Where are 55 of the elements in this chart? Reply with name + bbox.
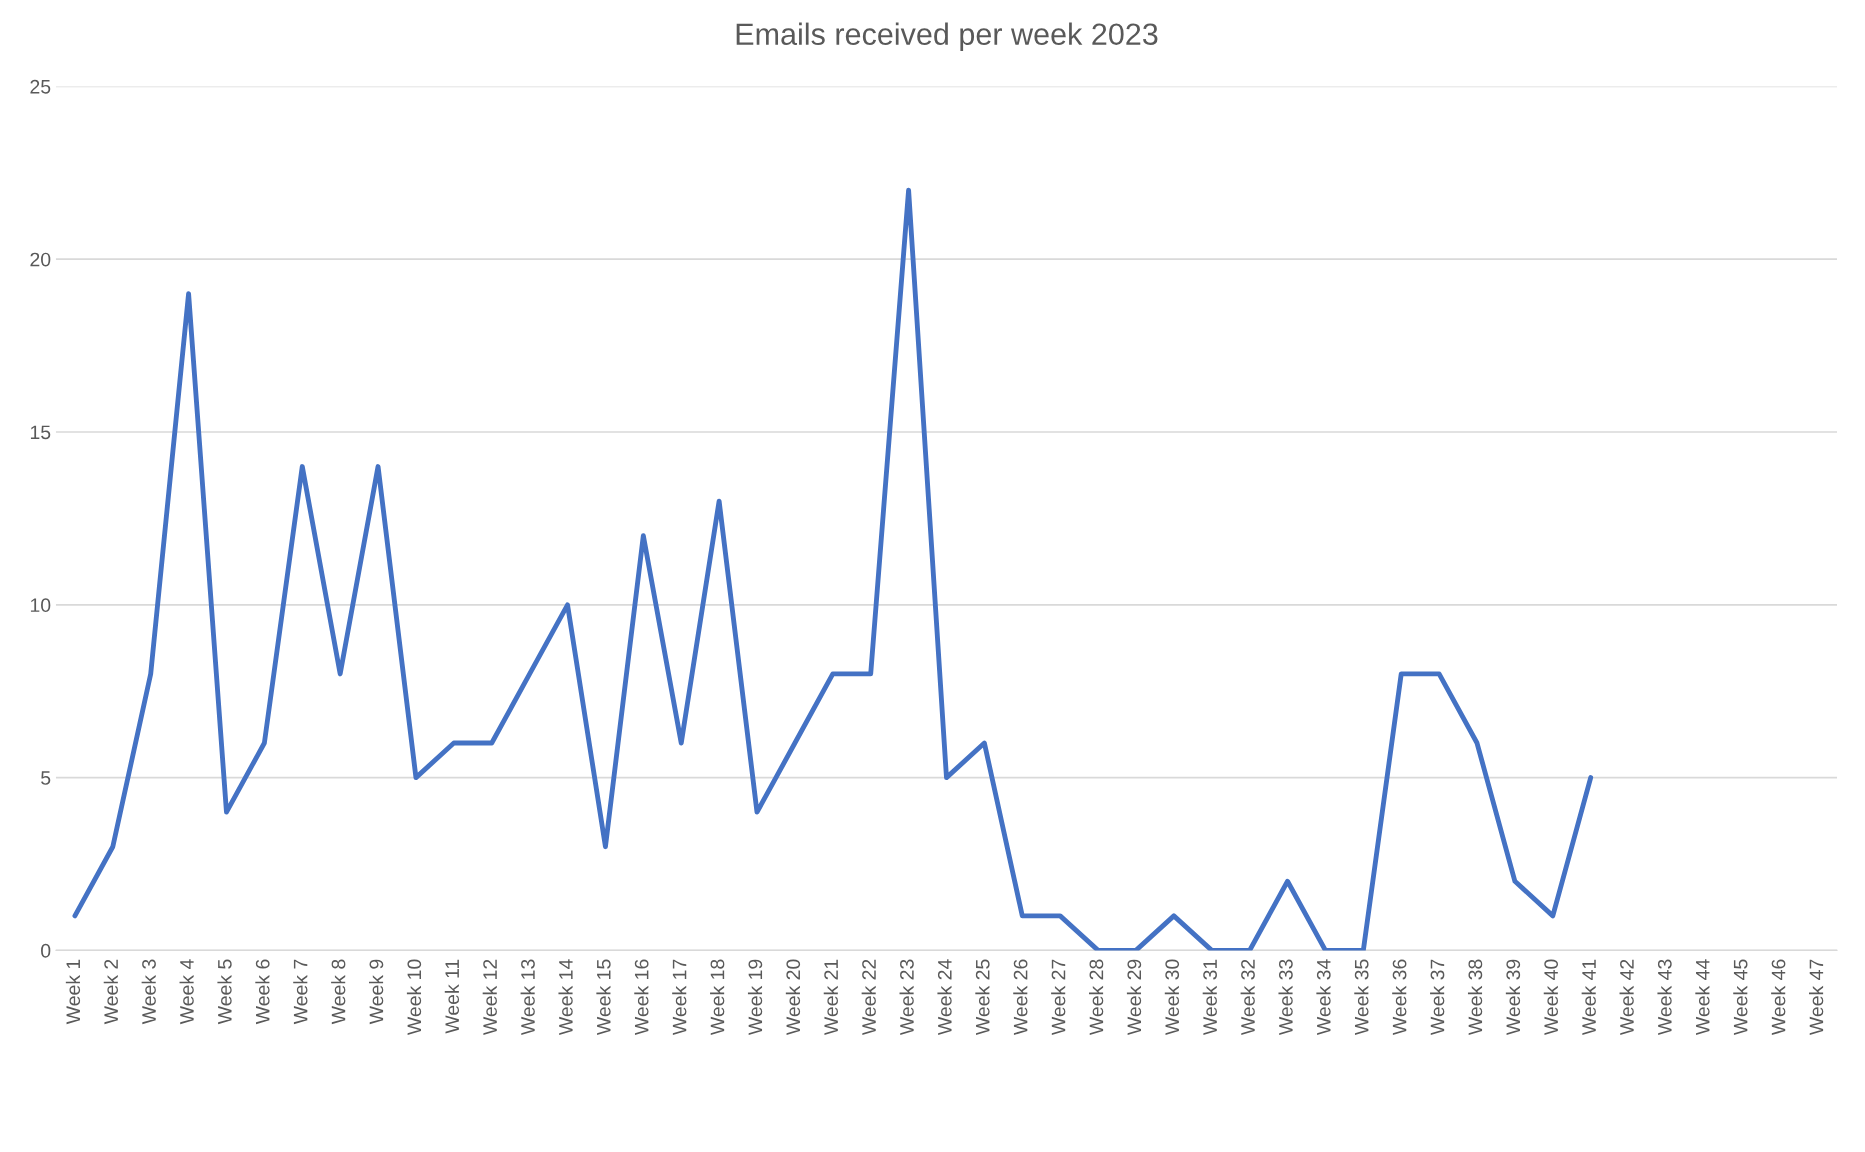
x-tick-label: Week 36 bbox=[1392, 959, 1407, 1036]
x-tick-label: Week 12 bbox=[482, 959, 497, 1036]
x-tick-label: Week 7 bbox=[293, 959, 308, 1025]
x-tick-label: Week 2 bbox=[103, 959, 119, 1025]
x-tick-label: Week 27 bbox=[1051, 959, 1066, 1036]
x-tick-label: Week 4 bbox=[179, 959, 194, 1025]
x-tick-label: Week 25 bbox=[975, 959, 990, 1036]
x-tick-label: Week 38 bbox=[1467, 959, 1483, 1036]
x-tick-label: Week 46 bbox=[1771, 959, 1786, 1036]
x-tick-label: Week 19 bbox=[747, 959, 763, 1036]
x-tick-label: Week 22 bbox=[861, 959, 876, 1036]
x-tick-label: Week 42 bbox=[1619, 959, 1634, 1036]
x-tick-label: Week 39 bbox=[1505, 959, 1521, 1036]
x-tick-label: Week 40 bbox=[1543, 959, 1559, 1036]
x-tick-label: Week 20 bbox=[785, 959, 801, 1036]
chart-title: Emails received per week 2023 bbox=[736, 22, 1158, 52]
x-tick-label: Week 16 bbox=[634, 959, 649, 1036]
x-tick-label: Week 37 bbox=[1430, 959, 1445, 1036]
x-tick-label: Week 10 bbox=[406, 959, 422, 1036]
x-tick-label: Week 44 bbox=[1695, 959, 1710, 1036]
x-tick-label: Week 33 bbox=[1278, 959, 1293, 1036]
y-tick-label: 10 bbox=[30, 598, 51, 613]
x-tick-label: Week 5 bbox=[217, 959, 232, 1025]
x-tick-label: Week 28 bbox=[1089, 959, 1104, 1036]
x-tick-label: Week 17 bbox=[672, 959, 687, 1036]
line-series bbox=[72, 187, 1594, 951]
x-tick-label: Week 1 bbox=[65, 959, 81, 1025]
x-tick-label: Week 21 bbox=[823, 959, 839, 1036]
x-tick-label: Week 9 bbox=[369, 959, 384, 1025]
x-tick-label: Week 29 bbox=[1126, 959, 1142, 1036]
x-tick-label: Week 26 bbox=[1013, 959, 1028, 1036]
x-tick-label: Week 32 bbox=[1240, 959, 1255, 1036]
x-tick-label: Week 31 bbox=[1202, 959, 1217, 1036]
x-tick-label: Week 15 bbox=[596, 959, 611, 1036]
x-tick-label: Week 18 bbox=[710, 959, 725, 1036]
y-tick-label: 20 bbox=[30, 252, 51, 267]
x-tick-label: Week 23 bbox=[899, 959, 914, 1036]
x-tick-label: Week 13 bbox=[520, 959, 535, 1036]
x-tick-label: Week 35 bbox=[1354, 959, 1369, 1036]
x-tick-label: Week 11 bbox=[444, 959, 460, 1034]
y-tick-label: 15 bbox=[30, 425, 51, 440]
x-tick-label: Week 45 bbox=[1733, 959, 1748, 1036]
x-tick-label: Week 14 bbox=[558, 959, 573, 1036]
x-tick-label: Week 3 bbox=[141, 959, 156, 1025]
x-tick-label: Week 6 bbox=[255, 959, 270, 1025]
y-tick-label: 5 bbox=[41, 771, 51, 785]
x-tick-label: Week 47 bbox=[1809, 959, 1824, 1036]
y-tick-label: 25 bbox=[30, 79, 51, 94]
x-tick-label: Week 8 bbox=[331, 959, 346, 1025]
x-tick-label: Week 43 bbox=[1657, 959, 1672, 1036]
y-tick-label: 0 bbox=[41, 943, 51, 958]
x-tick-label: Week 30 bbox=[1164, 959, 1180, 1036]
x-tick-label: Week 41 bbox=[1581, 959, 1596, 1036]
x-tick-label: Week 24 bbox=[937, 959, 952, 1036]
x-tick-label: Week 34 bbox=[1316, 959, 1331, 1036]
